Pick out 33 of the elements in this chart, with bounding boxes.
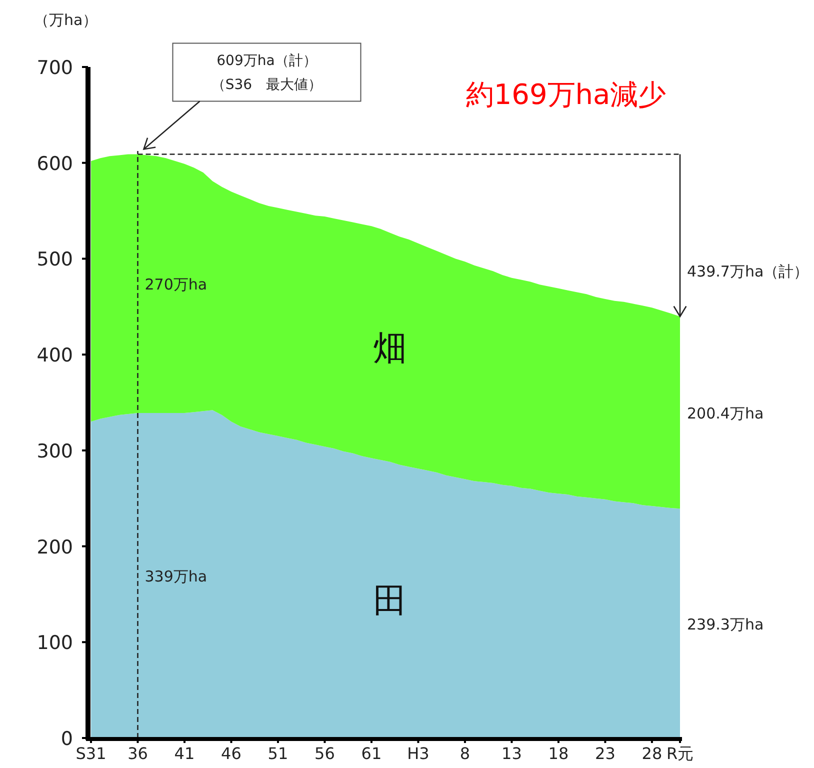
annotation: 339万ha: [144, 568, 208, 586]
annotation: 270万ha: [144, 276, 208, 294]
y-tick-label: 200: [36, 536, 73, 558]
annotation: 609万ha（計）: [216, 53, 317, 70]
y-tick-label: 700: [36, 57, 73, 79]
x-tick-label: S31: [76, 744, 106, 763]
x-tick-label: 41: [174, 744, 195, 763]
x-tick-label: 61: [361, 744, 382, 763]
y-tick-label: 100: [36, 632, 73, 654]
x-tick-label: 51: [268, 744, 288, 763]
annotation: 439.7万ha（計）: [687, 262, 809, 281]
x-tick-label: 28: [642, 744, 662, 763]
y-tick-label: 300: [36, 440, 73, 462]
x-tick-label: 8: [460, 744, 470, 763]
x-tick-label: 18: [548, 744, 569, 763]
x-tick-label: R元: [666, 744, 694, 763]
series-label: 田: [373, 580, 408, 621]
x-tick-label: 56: [314, 744, 335, 763]
y-tick-label: 500: [36, 248, 73, 271]
x-tick-label: 36: [128, 744, 148, 763]
x-tick-label: 46: [221, 744, 242, 763]
y-tick-label: 0: [60, 728, 73, 750]
annotation: 約169万ha減少: [466, 78, 666, 111]
x-tick-label: H3: [407, 744, 430, 763]
annotation: （S36 最大値）: [211, 77, 322, 94]
annotation: 200.4万ha: [687, 404, 764, 423]
series-label: 畑: [373, 328, 408, 368]
y-tick-label: 400: [36, 344, 73, 367]
annotation: 239.3万ha: [687, 615, 764, 634]
x-tick-label: 23: [595, 744, 616, 763]
x-tick-label: 13: [502, 744, 522, 763]
y-tick-label: 600: [36, 152, 73, 175]
y-axis-title: （万ha）: [34, 11, 98, 29]
